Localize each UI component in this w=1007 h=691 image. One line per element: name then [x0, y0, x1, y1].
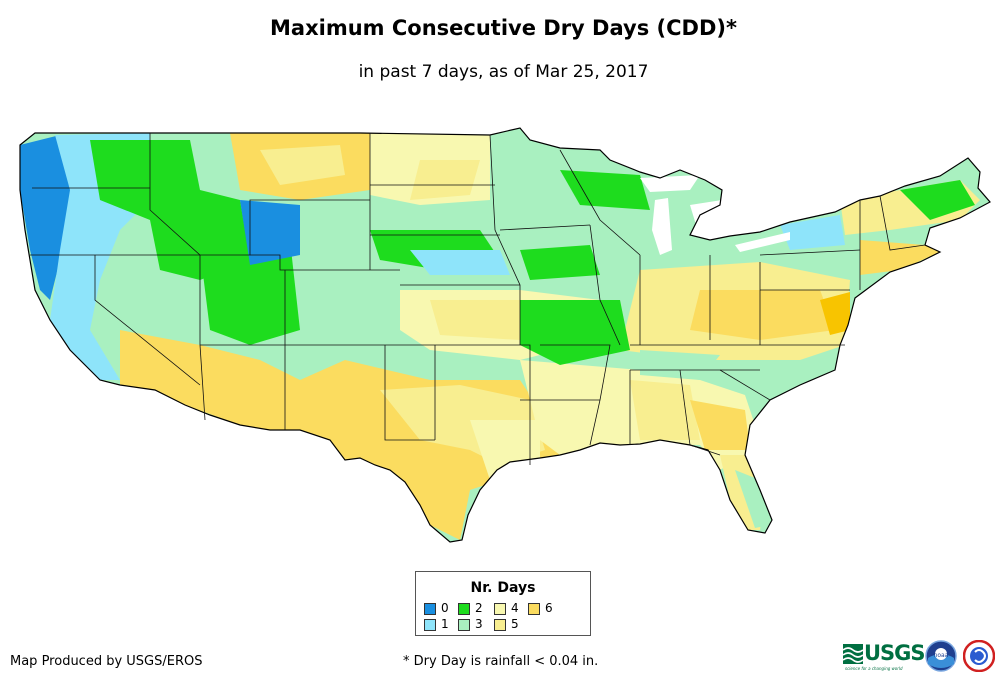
zone-2-days-iowa	[520, 245, 600, 280]
usgs-wave-icon	[843, 644, 863, 664]
legend-label: 5	[511, 617, 519, 631]
legend-swatch	[528, 603, 540, 615]
zone-6-days-georgia	[690, 400, 750, 450]
zone-6-days-southwest	[120, 330, 560, 540]
zone-5-days-alabama	[630, 380, 700, 440]
border-ga-fl	[689, 444, 721, 456]
zone-0-days-wyoming	[240, 200, 300, 265]
legend-swatch	[494, 619, 506, 631]
border-mn-ia	[499, 224, 591, 231]
border-wy-co-ne	[250, 254, 400, 271]
legend-swatch	[458, 619, 470, 631]
legend-swatch	[494, 603, 506, 615]
usgs-text: USGS	[864, 641, 926, 665]
legend-label: 0	[441, 601, 449, 615]
cdd-fill-layer	[20, 128, 990, 542]
zone-5-days-kansas	[430, 300, 520, 340]
border-nm-tx	[384, 345, 435, 441]
zone-6-days-new-england-south	[860, 240, 940, 275]
zone-3-days-tennessee	[640, 350, 720, 380]
legend-label: 4	[511, 601, 519, 615]
zone-0-days-pacific-nw	[20, 135, 75, 300]
legend-swatch	[458, 603, 470, 615]
legend-label: 1	[441, 617, 449, 631]
map-credit: Map Produced by USGS/EROS	[10, 654, 203, 669]
legend-label: 2	[475, 601, 483, 615]
zone-3-days-florida	[735, 470, 770, 528]
legend-label: 6	[545, 601, 553, 615]
zone-2-days-maine	[900, 180, 975, 220]
border-wi	[559, 149, 641, 256]
zone-5-days-montana	[260, 145, 345, 185]
zone-6-days-appalachia	[690, 290, 835, 340]
noaa-logo-icon: noaa	[925, 640, 957, 672]
legend-swatch	[424, 619, 436, 631]
border-new-england	[879, 195, 926, 251]
usgs-tagline: science for a changing world	[845, 666, 903, 671]
lake-huron	[690, 200, 722, 238]
zone-1-days-new-york	[780, 215, 845, 250]
zone-7-days-maryland	[820, 292, 850, 335]
zone-2-days-northwest	[90, 140, 250, 280]
footnote: * Dry Day is rainfall < 0.04 in.	[403, 654, 599, 669]
legend-label: 3	[475, 617, 483, 631]
zone-2-days-missouri	[520, 300, 630, 365]
lake-michigan	[652, 198, 672, 255]
map-title: Maximum Consecutive Dry Days (CDD)*	[270, 16, 737, 40]
legend-title: Nr. Days	[470, 580, 536, 596]
map-subtitle: in past 7 days, as of Mar 25, 2017	[358, 62, 649, 82]
border-ks-ok	[400, 344, 531, 400]
lake-erie	[735, 232, 790, 252]
zone-5-days-sd	[410, 160, 480, 200]
legend-swatch	[424, 603, 436, 615]
nws-logo-icon	[963, 640, 995, 672]
border-mn-ia-mo	[489, 134, 521, 345]
border-ca-nv	[94, 255, 201, 386]
border-ny-pa	[759, 249, 861, 256]
legend: Nr. Days 0 1 2 3 4 5 6	[415, 571, 591, 636]
border-ut-wy	[200, 199, 370, 256]
border-ar-ms	[540, 344, 611, 446]
lake-superior	[640, 175, 700, 192]
zone-1-days-nebraska	[410, 250, 510, 275]
border-id-west	[149, 133, 201, 256]
noaa-text: noaa	[934, 652, 949, 659]
border-il-west	[589, 224, 621, 346]
border-sc-ga	[719, 369, 771, 401]
us-outline	[19, 127, 991, 543]
state-borders	[30, 133, 926, 465]
zone-2-days-great-basin	[200, 240, 300, 345]
border-al-ga	[679, 369, 691, 446]
zone-2-days-wisconsin	[560, 170, 650, 210]
